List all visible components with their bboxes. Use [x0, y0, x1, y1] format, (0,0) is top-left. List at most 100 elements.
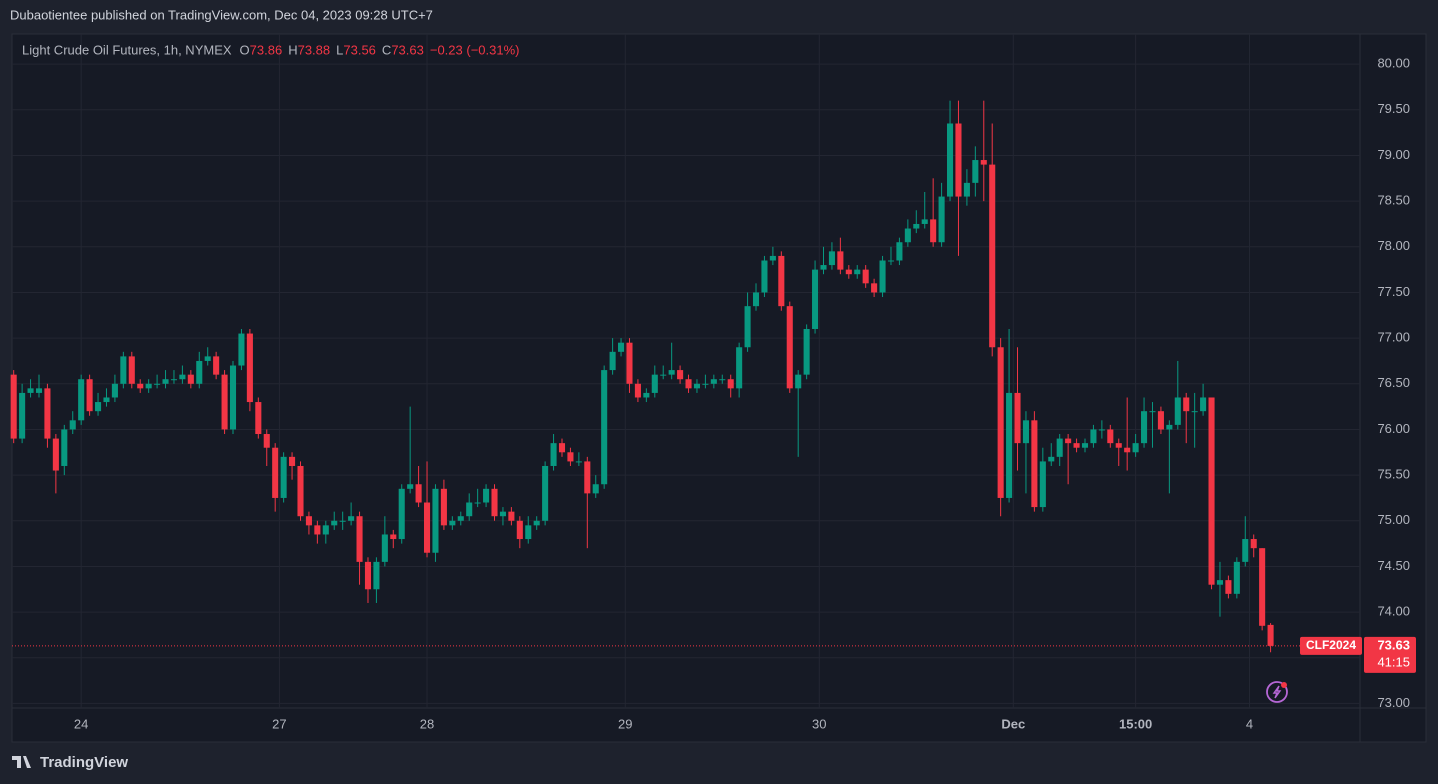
candle-body — [162, 379, 169, 384]
candle-body — [845, 269, 852, 275]
y-tick-label: 79.50 — [1377, 101, 1410, 116]
price-badge — [1364, 636, 1416, 673]
candle-body — [440, 488, 447, 526]
candle-body — [154, 383, 161, 385]
candle-body — [187, 374, 194, 384]
candle-body — [1022, 420, 1029, 444]
legend-key: H — [288, 42, 297, 57]
tv-logo — [12, 756, 31, 768]
legend-value: 73.88 — [298, 42, 331, 57]
candle-body — [1039, 461, 1046, 508]
candle-body — [778, 255, 785, 307]
candle-body — [1149, 411, 1156, 413]
candle-body — [744, 306, 751, 348]
x-tick-label: 4 — [1246, 716, 1253, 731]
candle-body — [128, 356, 135, 384]
x-tick-label: 30 — [812, 716, 826, 731]
candle-body — [1259, 548, 1266, 626]
candle-body — [626, 342, 633, 384]
candle-body — [263, 434, 270, 448]
candle-body — [69, 420, 76, 430]
candle-body — [238, 333, 245, 366]
candle-body — [356, 516, 363, 562]
candle-body — [677, 370, 684, 380]
candle-body — [1081, 443, 1089, 448]
candle-body — [170, 379, 177, 381]
candle-body — [955, 123, 962, 197]
candle-body — [854, 269, 861, 275]
candle-body — [1216, 580, 1224, 585]
candle-body — [196, 360, 203, 384]
candle-body — [584, 461, 591, 494]
candle-body — [913, 223, 920, 229]
candle-body — [314, 525, 321, 535]
candle-body — [904, 228, 911, 243]
candle-body — [660, 374, 667, 376]
lightning-icon[interactable] — [1266, 681, 1288, 703]
candle-body — [390, 534, 397, 540]
ohlc-legend: O 73.86 H 73.88 L 73.56 C 73.63 −0.23 (−0.31%) — [240, 42, 520, 57]
candle-body — [550, 443, 557, 466]
candle-body — [887, 260, 895, 262]
candle-body — [896, 242, 903, 261]
candle-body — [364, 561, 372, 590]
candle-body — [1056, 438, 1063, 457]
candle-body — [78, 379, 85, 421]
legend-title: Light Crude Oil Futures, 1h, NYMEX — [22, 42, 232, 57]
y-tick-label: 78.00 — [1377, 238, 1410, 253]
candle-body — [381, 534, 388, 562]
candle-body — [1098, 429, 1105, 431]
candle-body — [204, 356, 211, 361]
candle-body — [1208, 397, 1215, 585]
candle-body — [508, 511, 515, 521]
candle-body — [44, 388, 51, 439]
overlay: 73.0073.5074.0074.5075.0075.5076.0076.50… — [12, 56, 1416, 731]
candle-body — [752, 292, 760, 307]
candle-body — [1031, 420, 1038, 508]
y-tick-label: 79.00 — [1377, 147, 1410, 162]
candle-body — [736, 347, 743, 389]
y-tick-label: 75.50 — [1377, 467, 1410, 482]
candle-body — [499, 511, 506, 517]
candle-body — [769, 255, 776, 261]
publish-header: Dubaotientee published on TradingView.co… — [10, 7, 433, 22]
candle-body — [727, 379, 734, 389]
candle-body — [618, 342, 625, 352]
candle-body — [491, 488, 498, 517]
legend-value: 73.63 — [391, 42, 424, 57]
candle-body — [415, 484, 422, 503]
legend-key: L — [336, 42, 343, 57]
candle-body — [1065, 438, 1072, 444]
candle-body — [297, 465, 304, 517]
candle-body — [542, 465, 549, 521]
candle-body — [837, 251, 844, 270]
candle-body — [871, 283, 878, 293]
candle-body — [483, 488, 490, 503]
candle-body — [407, 484, 414, 489]
x-tick-label: 29 — [618, 716, 632, 731]
candle-body — [52, 438, 59, 471]
candle-body — [145, 383, 152, 389]
y-tick-label: 76.00 — [1377, 421, 1410, 436]
y-tick-label: 77.50 — [1377, 284, 1410, 299]
candle-body — [938, 196, 945, 243]
candle-body — [634, 383, 641, 398]
candle-body — [221, 374, 228, 430]
candle-body — [812, 269, 819, 329]
candle-body — [693, 383, 701, 389]
candle-body — [575, 461, 582, 463]
candle-body — [423, 502, 431, 553]
candle-body — [246, 333, 253, 403]
candle-body — [137, 383, 144, 389]
candle-body — [1014, 392, 1021, 444]
legend-change: −0.23 (−0.31%) — [430, 42, 520, 57]
symbol-label: CLF2024 — [1306, 638, 1356, 652]
x-tick-label: 27 — [272, 716, 286, 731]
y-tick-label: 78.50 — [1377, 193, 1410, 208]
candle-body — [1183, 397, 1190, 412]
y-tick-label: 74.00 — [1377, 604, 1410, 619]
candle-body — [989, 164, 996, 348]
legend-value: 73.86 — [250, 42, 283, 57]
candle-body — [19, 392, 26, 439]
